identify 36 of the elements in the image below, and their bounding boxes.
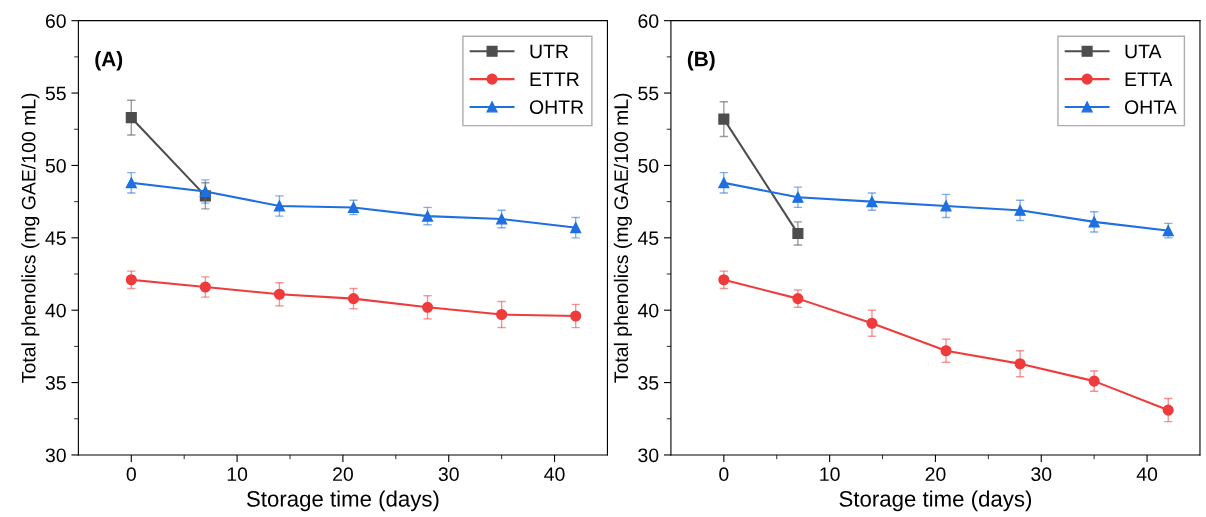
y-axis-title: Total phenolics (mg GAE/100 mL) [613,93,632,383]
y-tick-label: 45 [637,231,659,246]
y-tick-label: 60 [45,14,66,28]
y-tick-label: 50 [45,158,66,173]
x-tick-label: 30 [1031,467,1052,482]
y-axis-title: Total phenolics (mg GAE/100 mL) [21,93,40,383]
y-tick-label: 40 [637,303,659,318]
legend-label: ETTR [530,72,579,86]
x-tick-label: 10 [227,467,248,482]
y-tick-label: 30 [638,448,659,463]
legend-label: UTA [1125,44,1162,59]
legend-label: OHTA [1124,100,1177,114]
annotation: (B) [687,51,715,71]
x-axis-title: Storage time (days) [839,490,1032,512]
y-tick-label: 55 [638,86,659,101]
y-tick-label: 30 [45,448,66,463]
y-tick-label: 45 [45,231,66,246]
x-axis-title: Storage time (days) [246,490,439,512]
y-tick-label: 35 [45,376,66,390]
legend-label: UTR [530,44,569,59]
y-tick-label: 35 [638,376,659,390]
x-tick-label: 40 [1136,467,1158,482]
x-tick-label: 20 [333,467,353,482]
x-tick-label: 30 [438,467,459,482]
annotation: (A) [95,51,123,71]
y-tick-label: 55 [45,86,66,101]
x-tick-label: 0 [719,467,729,482]
x-tick-label: 40 [544,467,565,482]
y-tick-label: 50 [638,158,659,173]
x-tick-label: 10 [820,467,840,482]
x-tick-label: 0 [126,467,136,482]
y-tick-label: 40 [45,303,66,318]
legend-label: ETTA [1125,72,1173,86]
x-tick-label: 20 [925,467,946,482]
y-tick-label: 60 [638,14,659,28]
legend-label: OHTR [529,100,584,114]
